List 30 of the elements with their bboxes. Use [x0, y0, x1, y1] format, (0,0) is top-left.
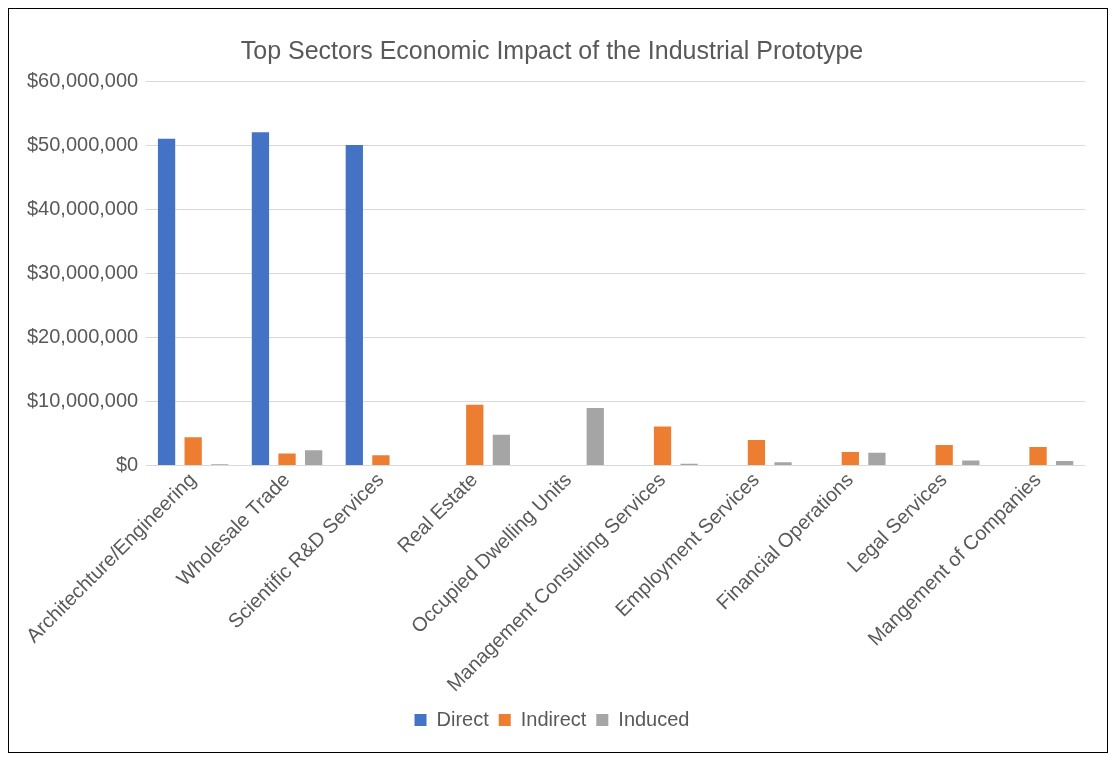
bar — [372, 455, 390, 466]
bar — [935, 445, 953, 466]
bar — [157, 138, 176, 466]
y-tick-label: $60,000,000 — [26, 68, 139, 91]
bar — [184, 437, 202, 466]
bar — [278, 453, 296, 466]
legend-label: Indirect — [520, 707, 587, 730]
bar — [345, 145, 363, 466]
bar — [1056, 461, 1074, 466]
legend-label: Direct — [436, 707, 490, 730]
bar — [774, 462, 792, 466]
bar — [962, 460, 980, 466]
bar — [492, 434, 511, 466]
bar — [304, 450, 323, 466]
legend-label: Induced — [618, 707, 690, 730]
bar — [841, 452, 859, 466]
bar — [586, 407, 604, 466]
y-tick-label: $10,000,000 — [26, 388, 139, 411]
y-tick-label: $20,000,000 — [26, 324, 139, 347]
bar — [653, 426, 672, 466]
chart-title: Top Sectors Economic Impact of the Industrial Prototype — [240, 35, 864, 64]
y-tick-label: $50,000,000 — [26, 132, 139, 155]
y-tick-label: $0 — [115, 453, 139, 476]
bar — [251, 132, 270, 466]
bar — [1029, 446, 1047, 466]
y-tick-label: $40,000,000 — [26, 196, 139, 219]
bar — [868, 452, 886, 466]
y-tick-label: $30,000,000 — [26, 260, 139, 283]
bar — [466, 404, 484, 466]
bar — [747, 439, 766, 466]
